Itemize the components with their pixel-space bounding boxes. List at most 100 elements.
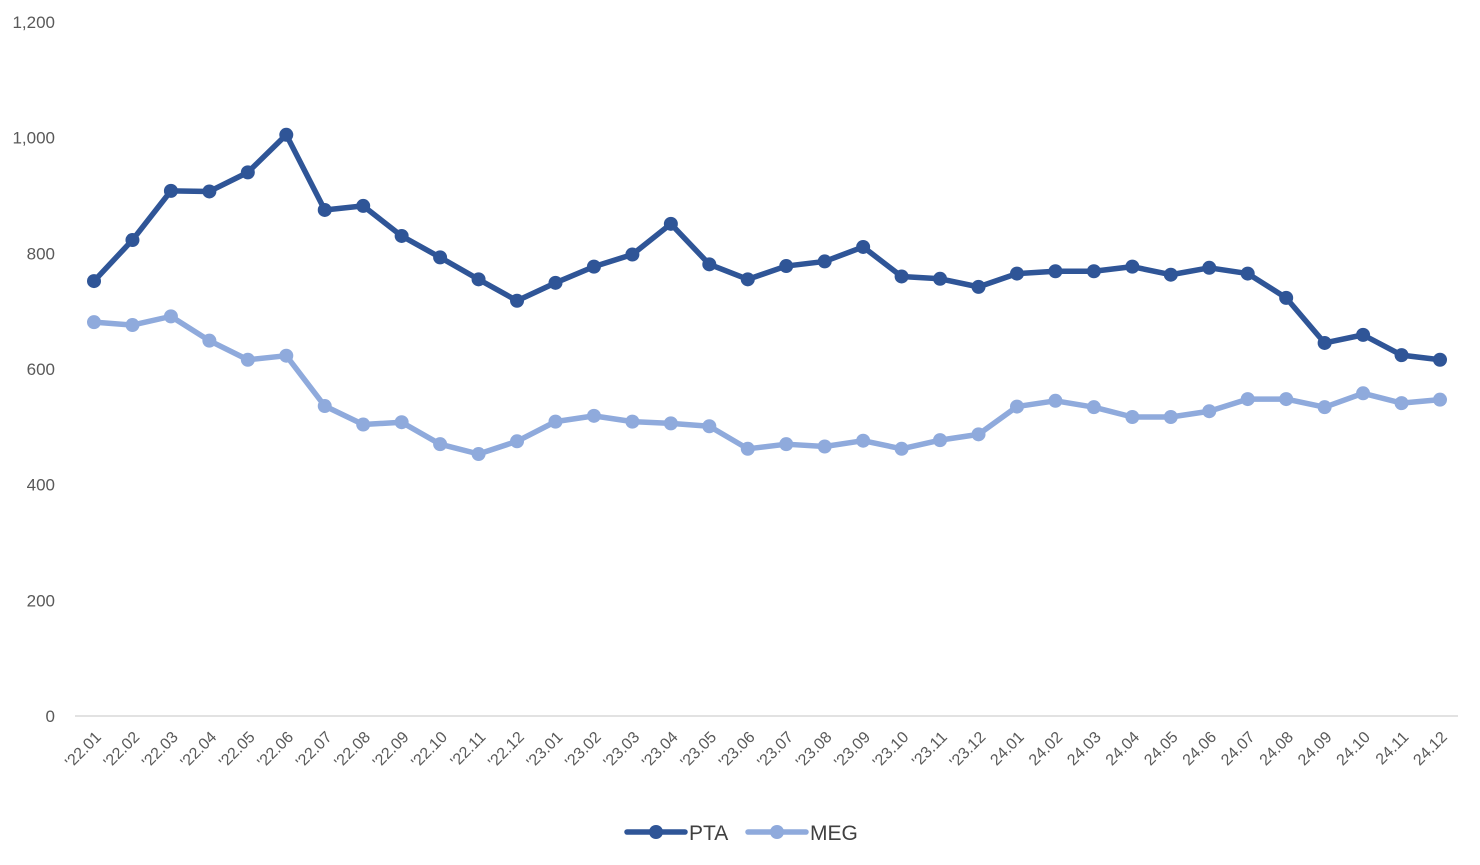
series-line-pta	[91, 132, 1443, 363]
data-point-meg	[625, 414, 640, 429]
data-point-meg	[1163, 410, 1178, 425]
data-point-meg	[548, 414, 563, 429]
series-meg	[87, 309, 1447, 462]
series-layer	[87, 127, 1447, 462]
data-point-pta	[433, 250, 448, 265]
data-point-pta	[702, 257, 717, 272]
data-point-pta	[356, 198, 371, 213]
x-axis: '22.01'22.02'22.03'22.04'22.05'22.06'22.…	[62, 715, 1458, 772]
data-point-pta	[586, 259, 601, 274]
x-tick-label: '22.05	[216, 729, 259, 772]
data-point-pta	[894, 269, 909, 284]
data-point-pta	[1125, 259, 1140, 274]
data-point-meg	[433, 437, 448, 452]
x-tick-label: '22.02	[101, 729, 144, 772]
x-tick-label: '22.07	[293, 729, 336, 772]
data-point-meg	[87, 315, 101, 330]
data-point-pta	[1240, 266, 1255, 281]
x-tick-label: '23.03	[601, 729, 644, 772]
data-point-pta	[510, 293, 525, 308]
series-line-meg	[91, 313, 1443, 457]
x-tick-label: 24.11	[1373, 729, 1413, 769]
x-tick-label: '23.08	[793, 729, 836, 772]
data-point-meg	[279, 348, 294, 363]
x-tick-label: '22.12	[485, 729, 528, 772]
legend-item-pta: PTA	[624, 822, 728, 845]
data-point-pta	[1086, 264, 1101, 279]
x-tick-label: '23.10	[870, 729, 913, 772]
x-tick-label: '23.01	[524, 729, 567, 772]
x-tick-label: '22.10	[408, 729, 451, 772]
data-point-pta	[625, 247, 640, 262]
series-pta	[87, 127, 1447, 367]
data-point-meg	[240, 352, 255, 367]
data-point-pta	[971, 279, 986, 294]
legend-swatch-marker	[649, 825, 663, 839]
data-point-meg	[856, 433, 871, 448]
y-tick-label: 800	[27, 244, 55, 263]
x-tick-label: 24.01	[987, 729, 1027, 769]
data-point-pta	[817, 254, 832, 269]
x-tick-label: 24.08	[1257, 729, 1297, 769]
x-tick-label: 24.10	[1334, 729, 1374, 769]
data-point-meg	[1009, 399, 1024, 414]
data-point-meg	[1086, 400, 1101, 415]
y-tick-label: 1,200	[12, 13, 55, 32]
data-point-pta	[163, 183, 178, 198]
x-tick-label: '22.08	[332, 729, 375, 772]
data-point-pta	[125, 233, 140, 248]
x-tick-label: 24.05	[1141, 729, 1181, 769]
data-point-meg	[933, 433, 948, 448]
y-tick-label: 200	[27, 591, 55, 610]
x-tick-label: '22.09	[370, 729, 413, 772]
data-point-meg	[510, 434, 525, 449]
y-tick-label: 400	[27, 476, 55, 495]
data-point-pta	[663, 216, 678, 231]
data-point-meg	[779, 437, 794, 452]
x-tick-label: '23.09	[831, 729, 874, 772]
data-point-meg	[1394, 396, 1409, 411]
data-point-meg	[1317, 400, 1332, 415]
data-point-meg	[740, 441, 755, 456]
data-point-meg	[1356, 386, 1371, 401]
x-tick-label: '22.06	[255, 729, 298, 772]
x-tick-label: '23.12	[947, 729, 990, 772]
data-point-meg	[1240, 392, 1255, 407]
data-point-meg	[1202, 404, 1217, 419]
data-point-meg	[394, 415, 409, 430]
data-point-pta	[1009, 266, 1024, 281]
data-point-meg	[125, 318, 140, 333]
data-point-meg	[1279, 392, 1294, 407]
x-tick-label: 24.03	[1064, 729, 1104, 769]
legend-label: MEG	[810, 822, 858, 845]
data-point-pta	[317, 202, 332, 217]
data-point-pta	[1356, 327, 1371, 342]
x-tick-label: '22.03	[139, 729, 182, 772]
data-point-pta	[1279, 290, 1294, 305]
data-point-meg	[356, 417, 371, 432]
x-tick-label: '22.04	[178, 729, 221, 772]
data-point-pta	[856, 239, 871, 254]
data-point-meg	[163, 309, 178, 324]
data-point-meg	[317, 399, 332, 414]
data-point-pta	[471, 272, 486, 287]
y-tick-label: 0	[46, 707, 55, 726]
x-tick-label: '23.04	[639, 729, 682, 772]
x-tick-label: 24.09	[1295, 729, 1335, 769]
x-tick-label: '23.11	[909, 729, 951, 771]
data-point-meg	[471, 447, 486, 462]
data-point-pta	[87, 274, 101, 289]
x-tick-label: 24.06	[1180, 729, 1220, 769]
data-point-pta	[933, 271, 948, 286]
data-point-pta	[779, 259, 794, 274]
data-point-pta	[1163, 267, 1178, 282]
x-tick-label: 24.02	[1026, 729, 1066, 769]
data-point-pta	[548, 275, 563, 290]
data-point-pta	[394, 228, 409, 243]
legend-swatch-marker	[770, 825, 784, 839]
data-point-meg	[663, 416, 678, 431]
x-tick-label: 24.12	[1410, 729, 1450, 769]
data-point-meg	[1048, 393, 1063, 408]
